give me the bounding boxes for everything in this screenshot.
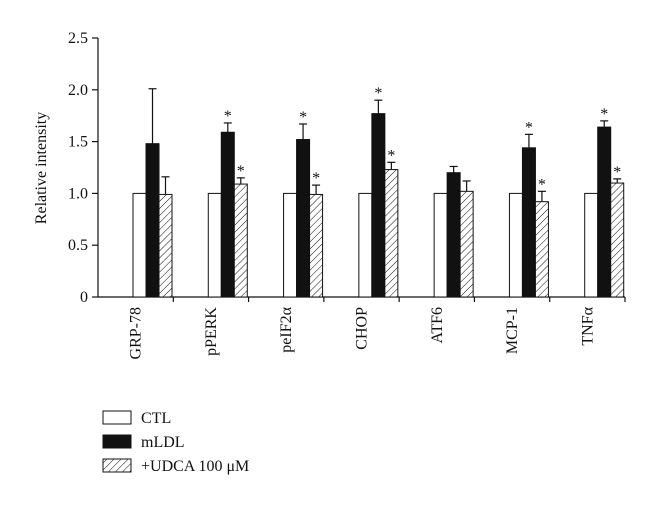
x-tick-label: TNFα [579, 306, 596, 345]
y-tick-label: 2.5 [68, 30, 88, 47]
legend-label: +UDCA 100 μM [141, 458, 249, 475]
significance-marker: * [299, 109, 307, 126]
x-tick-label: ATF6 [429, 307, 446, 343]
bar-hatch [459, 190, 474, 298]
bar-black [220, 131, 235, 298]
significance-marker: * [312, 170, 320, 187]
y-tick-label: 1.0 [68, 185, 88, 202]
y-tick-label: 0 [80, 289, 88, 306]
x-tick-label: CHOP [354, 307, 371, 350]
bar-black [371, 113, 386, 298]
significance-marker: * [387, 147, 395, 164]
y-tick-label: 2.0 [68, 82, 88, 99]
y-tick-label: 1.5 [68, 134, 88, 151]
significance-marker: * [613, 164, 621, 181]
bar-white [207, 192, 222, 298]
legend-swatch-black [102, 434, 132, 449]
bar-hatch [233, 183, 248, 298]
significance-marker: * [600, 106, 608, 123]
bar-white [433, 192, 448, 298]
bar-hatch [534, 201, 549, 298]
legend-swatch-white [102, 410, 132, 425]
bar-white [508, 192, 523, 298]
bar-white [132, 192, 147, 298]
bar-black [145, 143, 160, 298]
bar-hatch [309, 193, 324, 298]
significance-marker: * [525, 119, 533, 136]
bar-black [296, 139, 311, 298]
legend-label: mLDL [141, 434, 185, 451]
bar-black [597, 126, 612, 298]
axes: 0 0.5 1.0 1.5 2.0 2.5 GRP-78 pPERK peIF2α CHOP ATF… [68, 30, 626, 359]
bar-hatch [610, 182, 625, 298]
legend: CTL mLDL +UDCA 100 μM [102, 410, 249, 475]
bar-white [283, 192, 298, 298]
bar-white [584, 192, 599, 298]
legend-label: CTL [141, 410, 171, 427]
legend-swatch-hatch [102, 458, 132, 473]
bar-black [446, 172, 461, 298]
bar-hatch [158, 193, 173, 298]
x-tick-label: GRP-78 [128, 307, 145, 359]
bar-black [521, 147, 536, 298]
bars: * * * * * * * * * * [132, 85, 625, 298]
significance-marker: * [224, 108, 232, 125]
significance-marker: * [374, 85, 382, 102]
x-tick-label: MCP-1 [504, 307, 521, 354]
bar-white [358, 192, 373, 298]
significance-marker: * [538, 176, 546, 193]
y-tick-label: 0.5 [68, 237, 88, 254]
y-axis-label: Relative intensity [33, 112, 50, 224]
x-tick-label: pPERK [203, 307, 220, 356]
significance-marker: * [237, 163, 245, 180]
x-tick-label: peIF2α [278, 306, 295, 352]
bar-hatch [384, 169, 399, 298]
